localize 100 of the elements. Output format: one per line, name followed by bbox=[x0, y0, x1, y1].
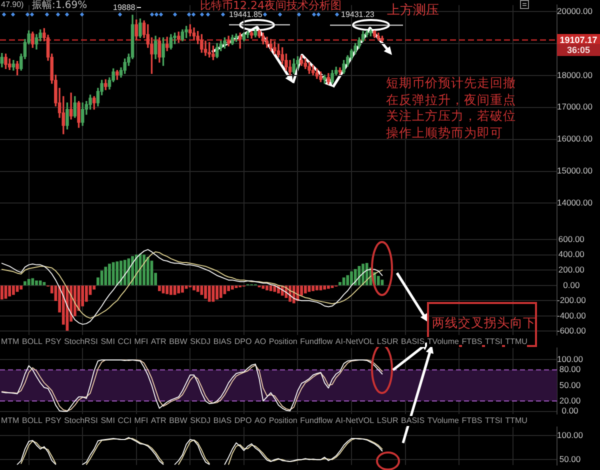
bar bbox=[158, 286, 161, 292]
text: LSUR bbox=[376, 416, 398, 426]
text: StochRSI bbox=[64, 416, 98, 426]
text: BIAS bbox=[213, 336, 232, 346]
text: FTBS bbox=[462, 416, 482, 426]
bar bbox=[227, 286, 230, 292]
annotation: 两线交叉拐头向下 bbox=[432, 315, 536, 330]
text: SKDJ bbox=[190, 336, 211, 346]
y-tick-label: 50.00 bbox=[559, 380, 581, 390]
y-tick-label: 100.00 bbox=[557, 354, 584, 364]
y-tick-label: 100.00 bbox=[557, 430, 584, 440]
text: Position bbox=[268, 416, 298, 426]
bar bbox=[170, 286, 172, 295]
bar bbox=[327, 286, 330, 289]
bar bbox=[200, 286, 204, 295]
bar bbox=[108, 264, 111, 286]
text: AI-NetVOL bbox=[335, 336, 374, 346]
annotation: 19441.85 bbox=[229, 10, 262, 19]
text: CCI bbox=[118, 336, 132, 346]
text: TTSI bbox=[485, 336, 502, 346]
y-tick-label: 17000.00 bbox=[557, 102, 593, 112]
text: TVolume bbox=[427, 416, 459, 426]
bar bbox=[192, 286, 196, 290]
text: CCI bbox=[118, 416, 132, 426]
bar bbox=[216, 286, 218, 300]
y-tick-label: -600.00 bbox=[556, 326, 586, 336]
y-tick-label: -200.00 bbox=[556, 295, 586, 306]
text: MFI bbox=[134, 416, 148, 426]
bar bbox=[273, 286, 276, 292]
text: AO bbox=[254, 336, 266, 346]
bar bbox=[184, 286, 188, 289]
text: TVolume bbox=[427, 336, 459, 346]
annotation: 上方测压 bbox=[387, 3, 439, 18]
bar bbox=[146, 256, 150, 286]
text: MFI bbox=[134, 336, 148, 346]
annotation: 19431.23 bbox=[341, 10, 374, 19]
y-tick-label: 15000.00 bbox=[557, 166, 593, 176]
bar bbox=[315, 286, 318, 290]
bar bbox=[20, 286, 23, 290]
bar bbox=[142, 254, 146, 286]
bar bbox=[177, 286, 180, 294]
bar bbox=[266, 286, 268, 290]
bar bbox=[208, 286, 211, 302]
bar bbox=[323, 286, 326, 290]
bar bbox=[12, 286, 15, 295]
y-tick-label: 18000.00 bbox=[557, 70, 593, 80]
annotation: 19888 bbox=[113, 3, 136, 12]
text: AI-NetVOL bbox=[335, 416, 374, 426]
text: SKDJ bbox=[190, 416, 211, 426]
text: Position bbox=[268, 336, 298, 346]
text: FTBS bbox=[462, 336, 482, 346]
text: TTSI bbox=[485, 416, 502, 426]
bar bbox=[0, 286, 4, 300]
bar bbox=[358, 266, 361, 286]
y-tick-label: -400.00 bbox=[556, 310, 586, 320]
text: StochRSI bbox=[64, 336, 98, 346]
text: AO bbox=[254, 416, 266, 426]
chart-title: 比特币12.24夜间技术分析图 bbox=[200, 0, 342, 12]
y-tick-label: 400.00 bbox=[558, 249, 585, 260]
bar bbox=[104, 266, 108, 286]
text: Fundflow bbox=[300, 416, 333, 426]
text: BIAS bbox=[213, 416, 232, 426]
text: LSUR bbox=[376, 336, 398, 346]
text: 36:05 bbox=[557, 44, 600, 56]
text: PSY bbox=[45, 336, 62, 346]
text: BBW bbox=[169, 336, 188, 346]
y-tick-label: 80.00 bbox=[559, 364, 581, 374]
y-tick-label: 50.00 bbox=[559, 454, 581, 464]
bar bbox=[123, 260, 126, 286]
y-tick-label: 20000.00 bbox=[557, 6, 593, 16]
annotation: 短期币价预计先走回撤在反弹拉升，夜间重点关注上方压力，若破位操作上顺势而为即可 bbox=[386, 75, 516, 141]
text: MTM bbox=[1, 416, 20, 426]
bar bbox=[42, 282, 46, 286]
y-tick-label: 200.00 bbox=[558, 264, 585, 274]
bar bbox=[312, 286, 315, 292]
bar bbox=[204, 286, 207, 299]
annotation: 振幅:1.69% bbox=[32, 0, 88, 12]
bar bbox=[181, 286, 184, 293]
bar bbox=[166, 286, 169, 294]
text: SMI bbox=[100, 416, 115, 426]
text: SMI bbox=[100, 336, 115, 346]
text: BOLL bbox=[22, 336, 42, 346]
text: DPO bbox=[234, 416, 252, 426]
bar bbox=[262, 286, 265, 289]
bar bbox=[16, 286, 19, 292]
bar bbox=[219, 286, 222, 298]
annotation: 47.90) bbox=[1, 0, 24, 10]
y-tick-label: 600.00 bbox=[558, 234, 585, 244]
text: BASIS bbox=[401, 336, 425, 346]
bar bbox=[308, 286, 311, 292]
bar bbox=[346, 275, 350, 286]
bar bbox=[162, 286, 165, 294]
text: BASIS bbox=[401, 416, 425, 426]
bar bbox=[120, 260, 122, 286]
bar bbox=[31, 278, 34, 286]
ref-line-label: 19107.17 bbox=[557, 34, 600, 47]
y-tick-label: 0.00 bbox=[562, 406, 579, 416]
bar bbox=[319, 286, 322, 290]
bar bbox=[376, 276, 380, 286]
text: TTMU bbox=[505, 416, 528, 426]
